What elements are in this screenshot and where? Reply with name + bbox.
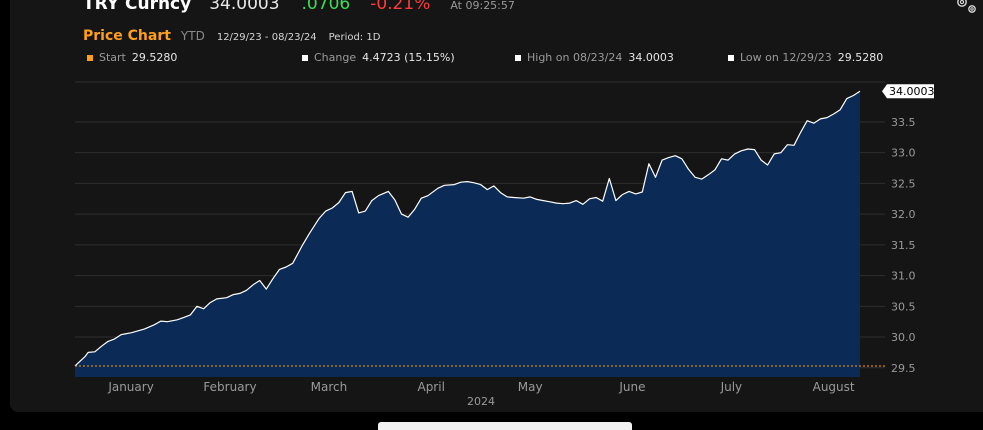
- chart-panel: TRY Curncy 34.0003 .0706 -0.21% At 09:25…: [10, 0, 983, 412]
- chart-subheader: Price Chart YTD 12/29/23 - 08/23/24 Peri…: [83, 28, 380, 44]
- x-tick-label: May: [518, 380, 543, 394]
- y-tick-label: 30.0: [891, 331, 916, 344]
- x-tick-label: April: [417, 380, 444, 394]
- net-change: .0706: [301, 0, 351, 14]
- y-tick-label: 33.5: [891, 116, 916, 129]
- low-legend-swatch: [728, 54, 734, 61]
- ticker-symbol[interactable]: TRY Curncy: [83, 0, 192, 14]
- price-chart[interactable]: 29.5 30.0 30.5 31.0 31.5 32.0 32.5 33.0 33.5 34.0…: [10, 0, 983, 412]
- high-legend-swatch: [515, 54, 521, 61]
- start-legend-swatch: [87, 54, 93, 61]
- quote-header: TRY Curncy 34.0003 .0706 -0.21% At 09:25…: [83, 0, 515, 18]
- x-tick-label: July: [720, 380, 743, 394]
- last-price-flag: [882, 84, 934, 99]
- timestamp: At 09:25:57: [450, 0, 515, 12]
- last-price-flag-label: 34.0003: [889, 85, 935, 98]
- x-tick-label: February: [203, 380, 256, 394]
- stat-start: Start 29.5280: [87, 51, 177, 64]
- start-value: 29.5280: [131, 51, 178, 64]
- home-indicator-bar: [378, 422, 632, 430]
- y-tick-label: 32.0: [891, 208, 916, 221]
- x-tick-label: June: [618, 380, 645, 394]
- high-value: 34.0003: [628, 51, 674, 64]
- y-tick-label: 30.5: [891, 300, 916, 313]
- change-legend-swatch: [302, 54, 308, 61]
- y-tick-label: 32.5: [891, 177, 916, 190]
- y-tick-label: 29.5: [891, 362, 916, 375]
- y-tick-label: 33.0: [891, 147, 916, 160]
- price-area: [75, 91, 860, 377]
- period-selector[interactable]: Period: 1D: [328, 32, 381, 43]
- range-selector[interactable]: YTD: [180, 29, 205, 43]
- percent-change: -0.21%: [370, 0, 431, 14]
- low-value: 29.5280: [837, 51, 884, 64]
- stat-high: High on 08/23/24 34.0003: [515, 51, 674, 64]
- start-label: Start: [99, 51, 126, 64]
- low-label: Low on 12/29/23: [740, 51, 832, 64]
- date-range[interactable]: 12/29/23 - 08/23/24: [216, 32, 317, 43]
- stat-change: Change 4.4723 (15.15%): [302, 51, 455, 64]
- x-tick-label: March: [311, 380, 348, 394]
- stat-low: Low on 12/29/23 29.5280: [728, 51, 883, 64]
- x-tick-label: August: [813, 380, 855, 394]
- last-price: 34.0003: [209, 0, 280, 14]
- y-tick-label: 31.5: [891, 239, 916, 252]
- change-value: 4.4723 (15.15%): [362, 51, 455, 64]
- chart-type-title[interactable]: Price Chart: [83, 28, 171, 44]
- change-label: Change: [314, 51, 357, 64]
- settings-gear-icon[interactable]: [954, 0, 980, 16]
- high-label: High on 08/23/24: [527, 51, 623, 64]
- x-tick-label: January: [107, 380, 154, 394]
- x-axis-year-label: 2024: [467, 395, 495, 408]
- y-tick-label: 31.0: [891, 270, 916, 283]
- price-line: [74, 90, 861, 367]
